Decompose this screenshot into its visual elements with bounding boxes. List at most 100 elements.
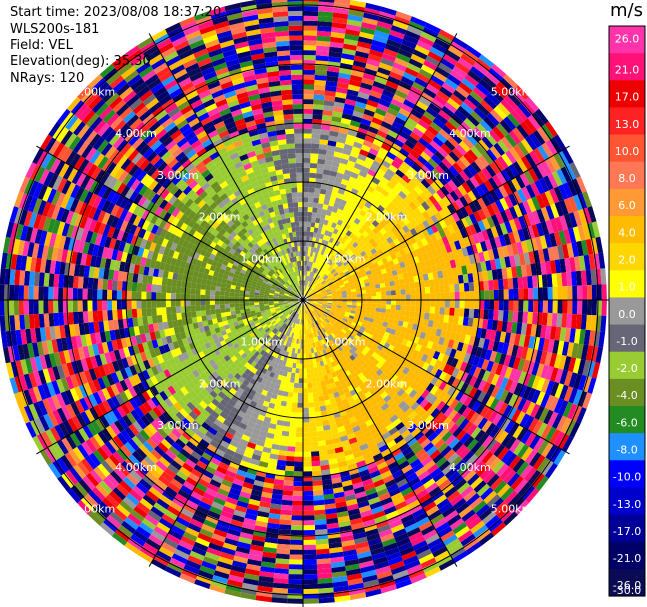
velocity-bin xyxy=(136,462,149,475)
velocity-bin xyxy=(303,373,308,379)
velocity-bin xyxy=(527,167,539,183)
velocity-bin xyxy=(444,101,458,114)
velocity-bin xyxy=(406,153,418,163)
velocity-bin xyxy=(309,306,314,311)
velocity-bin xyxy=(280,327,285,333)
velocity-bin xyxy=(394,89,408,100)
velocity-bin xyxy=(389,402,399,411)
velocity-bin xyxy=(362,161,372,169)
velocity-bin xyxy=(335,267,342,273)
velocity-bin xyxy=(357,41,372,50)
velocity-bin xyxy=(417,168,428,179)
velocity-bin xyxy=(381,335,389,343)
velocity-bin xyxy=(438,277,445,286)
velocity-bin xyxy=(364,220,372,228)
velocity-bin xyxy=(304,290,307,296)
velocity-bin xyxy=(319,350,325,356)
velocity-bin xyxy=(255,595,272,603)
velocity-bin xyxy=(384,43,400,53)
velocity-bin xyxy=(307,301,313,304)
velocity-bin xyxy=(208,542,223,552)
velocity-bin xyxy=(337,269,343,275)
velocity-bin xyxy=(340,117,352,125)
velocity-bin xyxy=(348,192,357,200)
velocity-bin xyxy=(304,304,307,310)
velocity-bin xyxy=(200,343,207,352)
velocity-bin xyxy=(475,504,490,518)
velocity-bin xyxy=(326,70,339,78)
velocity-bin xyxy=(257,465,268,473)
velocity-bin xyxy=(509,438,521,453)
velocity-bin xyxy=(485,192,496,205)
velocity-bin xyxy=(352,319,358,324)
velocity-bin xyxy=(237,355,245,363)
velocity-bin xyxy=(427,319,434,328)
velocity-bin xyxy=(171,442,183,453)
velocity-bin xyxy=(241,582,258,591)
velocity-bin xyxy=(343,103,355,111)
velocity-bin xyxy=(432,42,448,54)
velocity-bin xyxy=(291,520,303,526)
velocity-bin xyxy=(375,216,383,224)
velocity-bin xyxy=(326,324,331,330)
velocity-bin xyxy=(311,143,320,149)
velocity-bin xyxy=(326,316,332,321)
velocity-bin xyxy=(103,518,118,533)
velocity-bin xyxy=(483,280,489,291)
velocity-bin xyxy=(347,508,361,516)
velocity-bin xyxy=(432,397,442,408)
velocity-bin xyxy=(403,34,419,45)
velocity-bin xyxy=(553,449,567,466)
velocity-bin xyxy=(463,255,471,266)
velocity-bin xyxy=(410,480,424,491)
velocity-bin xyxy=(334,321,340,326)
velocity-bin xyxy=(202,434,213,444)
velocity-bin xyxy=(381,304,387,309)
velocity-bin xyxy=(459,283,465,292)
velocity-bin xyxy=(339,394,347,401)
velocity-bin xyxy=(331,206,339,214)
velocity-bin xyxy=(467,190,477,202)
velocity-bin xyxy=(511,344,519,358)
velocity-bin xyxy=(485,71,500,86)
velocity-bin xyxy=(311,332,316,338)
velocity-bin xyxy=(236,469,247,478)
velocity-bin xyxy=(414,374,423,384)
velocity-bin xyxy=(489,397,500,411)
velocity-bin xyxy=(503,74,518,89)
velocity-bin xyxy=(267,365,274,372)
velocity-bin xyxy=(382,239,390,247)
velocity-bin xyxy=(452,550,469,564)
velocity-bin xyxy=(406,25,423,36)
velocity-bin xyxy=(403,196,413,205)
velocity-bin xyxy=(436,90,450,102)
velocity-bin xyxy=(370,248,377,255)
velocity-bin xyxy=(303,64,316,70)
velocity-bin xyxy=(293,387,299,393)
velocity-bin xyxy=(376,303,382,309)
velocity-bin xyxy=(343,554,358,562)
velocity-bin xyxy=(327,281,333,286)
velocity-bin xyxy=(206,547,222,557)
velocity-bin xyxy=(88,490,102,505)
velocity-bin xyxy=(422,273,429,281)
velocity-bin xyxy=(89,436,101,450)
velocity-bin xyxy=(321,273,326,279)
velocity-bin xyxy=(269,371,275,378)
velocity-bin xyxy=(150,365,159,376)
velocity-bin xyxy=(504,452,518,467)
velocity-bin xyxy=(455,390,465,402)
velocity-bin xyxy=(201,452,213,462)
velocity-bin xyxy=(315,336,319,342)
velocity-bin xyxy=(329,397,337,405)
velocity-bin xyxy=(124,389,134,401)
velocity-bin xyxy=(336,254,343,260)
velocity-bin xyxy=(513,204,523,218)
velocity-bin xyxy=(285,335,289,342)
velocity-bin xyxy=(455,380,465,391)
velocity-bin xyxy=(503,233,512,246)
velocity-bin xyxy=(284,319,289,324)
velocity-bin xyxy=(439,307,445,315)
velocity-bin xyxy=(536,208,546,223)
velocity-bin xyxy=(510,109,524,125)
